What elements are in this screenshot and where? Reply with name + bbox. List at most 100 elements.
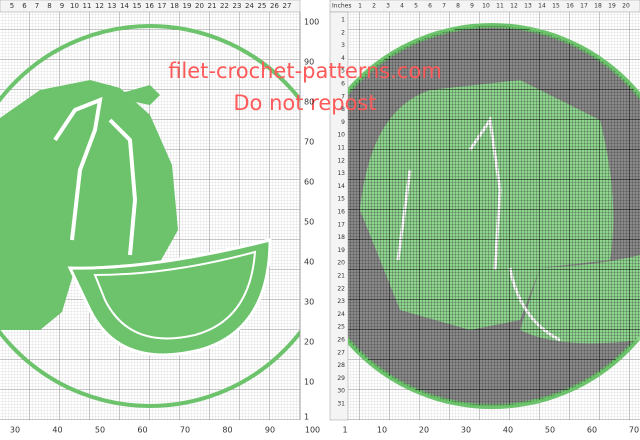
axis-label: 17 [337, 221, 345, 228]
axis-label: 80 [222, 426, 232, 435]
axis-label: 31 [337, 401, 345, 408]
axis-label: 26 [337, 337, 345, 344]
ruler-label: 12 [95, 2, 104, 10]
axis-label: 70 [180, 426, 190, 435]
ruler-label: Inches [332, 3, 352, 10]
axis-label: 30 [304, 298, 314, 307]
axis-label: 60 [137, 426, 147, 435]
ruler-label: 10 [70, 2, 79, 10]
axis-label: 22 [337, 285, 345, 292]
ruler-label: 19 [183, 2, 192, 10]
ruler-label: 4 [400, 3, 404, 10]
axis-label: 10 [304, 378, 314, 387]
axis-label: 40 [52, 426, 62, 435]
axis-label: 40 [304, 258, 314, 267]
axis-label: 30 [337, 388, 345, 395]
axis-label: 70 [304, 138, 314, 147]
ruler-label: 21 [208, 2, 217, 10]
axis-label: 40 [503, 426, 513, 435]
ruler-label: 6 [22, 2, 27, 10]
grid-overlay [348, 26, 640, 406]
ruler-label: 17 [158, 2, 167, 10]
ruler-label: 20 [622, 3, 630, 10]
ruler-label: 12 [510, 3, 518, 10]
ruler-label: 2 [372, 3, 376, 10]
axis-label: 3 [341, 42, 345, 49]
ruler-label: 15 [552, 3, 560, 10]
axis-label: 30 [10, 426, 20, 435]
ruler-label: 13 [524, 3, 532, 10]
axis-label: 21 [337, 273, 345, 280]
axis-label: 7 [341, 93, 345, 100]
axis-label: 10 [377, 426, 387, 435]
ruler-label: 18 [170, 2, 179, 10]
left-chart [0, 0, 301, 420]
axis-label: 12 [337, 157, 345, 164]
ruler-label: 7 [442, 3, 446, 10]
ruler-label: 16 [566, 3, 574, 10]
axis-label: 25 [337, 324, 345, 331]
axis-label: 1 [304, 413, 309, 422]
axis-label: 1 [341, 17, 345, 24]
ruler-label: 1 [358, 3, 362, 10]
axis-label: 100 [305, 426, 320, 435]
axis-label: 100 [304, 18, 319, 27]
ruler-label: 11 [496, 3, 504, 10]
melon [0, 80, 178, 330]
axis-label: 8 [341, 106, 345, 113]
ruler-label: 27 [283, 2, 292, 10]
axis-label: 50 [545, 426, 555, 435]
axis-label: 20 [337, 260, 345, 267]
ruler-label: 9 [60, 2, 64, 10]
axis-label: 50 [95, 426, 105, 435]
ruler-label: 16 [145, 2, 154, 10]
axis-label: 20 [304, 338, 314, 347]
axis-label: 50 [304, 218, 314, 227]
ruler-label: 15 [133, 2, 142, 10]
ruler-label: 26 [270, 2, 279, 10]
axis-label: 6 [341, 81, 345, 88]
axis-label: 60 [304, 178, 314, 187]
ruler-label: 5 [414, 3, 418, 10]
ruler-label: 22 [220, 2, 229, 10]
axis-label: 1 [342, 426, 347, 435]
axis-label: 9 [341, 119, 345, 126]
melon-stripe [53, 96, 103, 241]
ruler-label: 23 [233, 2, 242, 10]
axis-label: 20 [419, 426, 429, 435]
circle-border [0, 24, 300, 408]
axis-label: 90 [265, 426, 275, 435]
ruler-label: 8 [456, 3, 460, 10]
ruler-label: 13 [108, 2, 117, 10]
melon-stripe [108, 118, 138, 256]
axis-label: 30 [461, 426, 471, 435]
watermark-notice: Do not repost [233, 91, 376, 115]
ruler-label: 14 [538, 3, 546, 10]
ruler-label: 9 [470, 3, 474, 10]
ruler-label: 20 [195, 2, 204, 10]
ruler-label: 7 [35, 2, 39, 10]
ruler-label: 19 [608, 3, 616, 10]
axis-label: 2 [341, 29, 345, 36]
axis-label: 14 [337, 183, 345, 190]
axis-label: 19 [337, 247, 345, 254]
axis-label: 18 [337, 234, 345, 241]
right-chart [329, 0, 640, 421]
ruler-label: 14 [120, 2, 129, 10]
ruler-label: 10 [482, 3, 490, 10]
axis-label: 15 [337, 196, 345, 203]
ruler-label: 3 [386, 3, 390, 10]
axis-label: 27 [337, 349, 345, 356]
axis-label: 24 [337, 311, 345, 318]
ruler-label: 11 [83, 2, 92, 10]
axis-label: 70 [629, 426, 639, 435]
axis-label: 16 [337, 209, 345, 216]
ruler-label: 8 [47, 2, 51, 10]
axis-label: 28 [337, 362, 345, 369]
ruler-label: 17 [580, 3, 588, 10]
ruler-label: 5 [10, 2, 14, 10]
axis-label: 90 [304, 58, 314, 67]
ruler-label: 18 [594, 3, 602, 10]
slice-rind [93, 250, 257, 340]
